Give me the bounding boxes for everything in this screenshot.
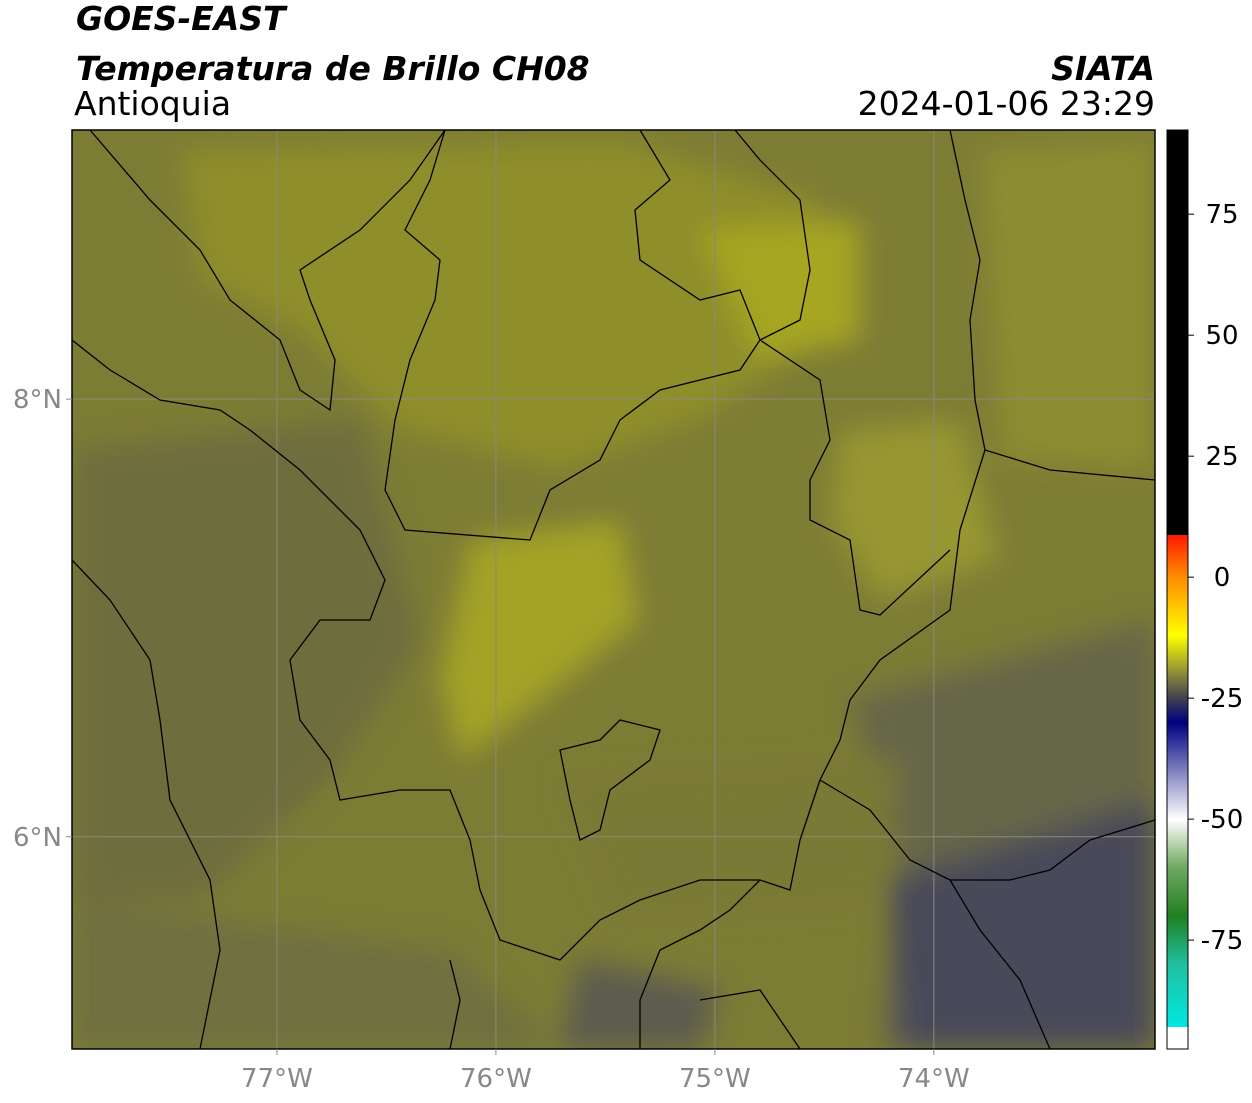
colorbar-tick-label: 50 [1205, 321, 1238, 351]
x-tick-label: 74°W [898, 1064, 970, 1094]
colorbar-tick-label: -75 [1201, 926, 1243, 956]
x-tick-label: 77°W [241, 1064, 313, 1094]
timestamp: 2024-01-06 23:29 [858, 84, 1155, 123]
y-tick-label: 6°N [13, 823, 62, 853]
y-tick-label: 8°N [13, 385, 62, 415]
colorbar-tick-label: -25 [1201, 684, 1243, 714]
map-image [72, 130, 1155, 1049]
borders [72, 130, 1155, 1049]
colorbar [1166, 129, 1189, 1050]
map-frame [71, 129, 1156, 1050]
subtitle: Temperatura de Brillo CH08 [76, 49, 590, 88]
colorbar-tick-label: -50 [1201, 805, 1243, 835]
source: SIATA [1051, 49, 1155, 88]
grid [72, 130, 1155, 1049]
x-tick-label: 76°W [460, 1064, 532, 1094]
colorbar-tick-label: 0 [1214, 563, 1231, 593]
x-tick-label: 75°W [679, 1064, 751, 1094]
colorbar-tick-label: 75 [1205, 200, 1238, 230]
title: GOES-EAST [76, 0, 288, 38]
colorbar-tick-label: 25 [1205, 442, 1238, 472]
region: Antioquia [74, 84, 231, 123]
